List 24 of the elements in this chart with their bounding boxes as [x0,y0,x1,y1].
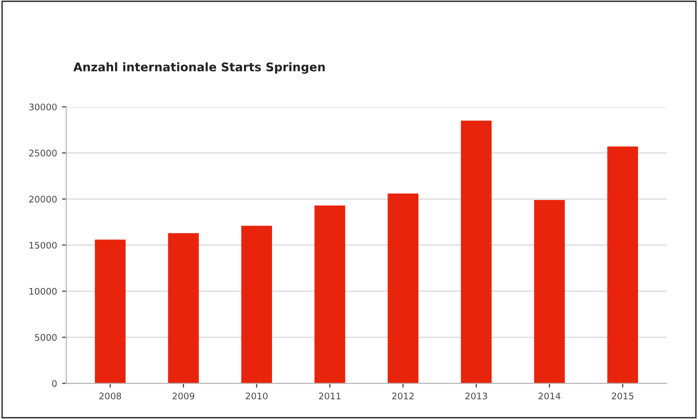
bar [607,146,638,384]
y-tick-label: 10000 [30,288,57,295]
y-tick-label: 25000 [29,150,57,156]
y-tick-label: 20000 [29,196,57,203]
x-tick-label: 2012 [392,392,414,400]
y-tick-label: 0 [52,380,57,387]
x-tick-label: 2011 [319,392,340,400]
y-tick-label: 5000 [35,334,57,341]
x-tick-label: 2013 [465,392,488,400]
x-tick-label: 2015 [612,392,634,400]
chart-title: Anzahl internationale Starts Springen [73,62,325,74]
bar [534,200,565,384]
bar [94,240,126,384]
bar [388,193,418,384]
y-tick-label: 15000 [30,242,57,249]
bar [314,205,346,384]
bar [241,226,272,384]
x-tick-label: 2009 [172,392,194,400]
x-tick-label: 2008 [99,392,122,400]
bar [460,120,492,384]
x-tick-label: 2014 [538,392,560,400]
y-tick-label: 30000 [29,104,57,110]
bar [168,233,199,384]
x-tick-label: 2010 [246,392,268,400]
